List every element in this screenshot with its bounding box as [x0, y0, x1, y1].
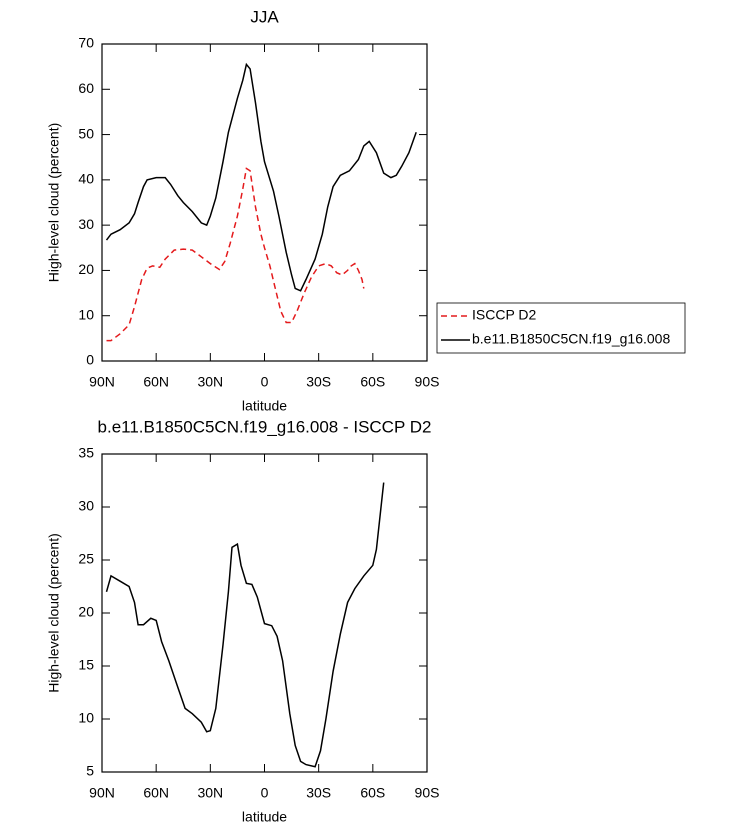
x-tick-label: 0 — [261, 374, 269, 390]
plot-frame — [101, 453, 428, 773]
x-axis-label: latitude — [242, 398, 287, 414]
x-tick-label: 60S — [360, 374, 385, 390]
x-tick-label: 90S — [415, 785, 440, 801]
legend-box — [436, 302, 686, 354]
y-tick-label: 20 — [78, 261, 94, 277]
y-tick-label: 10 — [78, 710, 94, 726]
y-axis-label: High-level cloud (percent) — [46, 123, 62, 283]
legend-label: b.e11.B1850C5CN.f19_g16.008 — [472, 331, 670, 347]
x-tick-label: 60S — [360, 785, 385, 801]
y-tick-label: 70 — [78, 35, 94, 51]
line — [105, 62, 417, 292]
plot: JJA latitude High-level cloud (percent) 90N… — [46, 7, 686, 414]
x-axis-label: latitude — [242, 809, 287, 825]
x-tick-label: 60N — [143, 374, 169, 390]
y-tick-label: 0 — [86, 352, 94, 368]
y-tick-label: 15 — [78, 657, 94, 673]
chart-title: b.e11.B1850C5CN.f19_g16.008 - ISCCP D2 — [98, 417, 432, 436]
y-axis-label: High-level cloud (percent) — [46, 533, 62, 693]
y-tick-label: 30 — [78, 498, 94, 514]
y-tick-label: 50 — [78, 125, 94, 141]
legend-label: ISCCP D2 — [472, 307, 537, 323]
y-tick-label: 5 — [86, 763, 94, 779]
y-tick-label: 60 — [78, 80, 94, 96]
x-tick-label: 30N — [197, 374, 223, 390]
y-tick-label: 40 — [78, 171, 94, 187]
y-tick-label: 20 — [78, 604, 94, 620]
y-tick-label: 35 — [78, 445, 94, 461]
x-tick-label: 30S — [306, 374, 331, 390]
line — [106, 167, 365, 342]
y-tick-label: 10 — [78, 306, 94, 322]
plot: b.e11.B1850C5CN.f19_g16.008 - ISCCP D2 la… — [46, 417, 440, 824]
y-tick-label: 25 — [78, 551, 94, 567]
x-tick-label: 60N — [143, 785, 169, 801]
line — [105, 482, 385, 768]
chart-title: JJA — [250, 7, 279, 26]
x-tick-label: 30S — [306, 785, 331, 801]
x-tick-label: 0 — [261, 785, 269, 801]
y-tick-label: 30 — [78, 216, 94, 232]
x-tick-label: 90N — [89, 374, 115, 390]
x-tick-label: 90N — [89, 785, 115, 801]
x-tick-label: 30N — [197, 785, 223, 801]
plot-frame — [101, 43, 428, 362]
x-tick-label: 90S — [415, 374, 440, 390]
